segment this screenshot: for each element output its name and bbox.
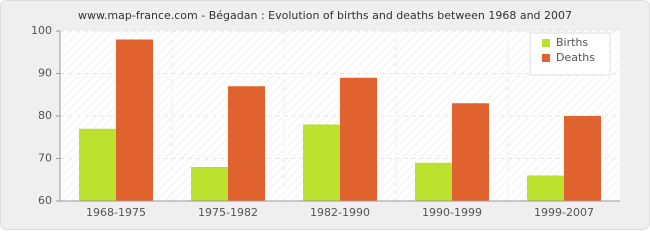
x-tick-label: 1975-1982: [198, 206, 258, 219]
x-tick-label: 1999-2007: [534, 206, 594, 219]
bar: [527, 175, 564, 201]
legend-swatch: [542, 54, 550, 62]
chart-title: www.map-france.com - Bégadan : Evolution…: [78, 9, 572, 22]
legend-label: Births: [556, 36, 588, 49]
bar: [116, 39, 153, 201]
bar: [452, 103, 489, 201]
bar: [228, 86, 265, 201]
legend-swatch: [542, 39, 550, 47]
x-tick-label: 1968-1975: [86, 206, 146, 219]
y-tick-label: 60: [38, 194, 52, 207]
y-tick-label: 80: [38, 109, 52, 122]
y-tick-label: 70: [38, 152, 52, 165]
y-tick-label: 100: [31, 24, 52, 37]
bar: [564, 116, 601, 201]
chart: www.map-france.com - Bégadan : Evolution…: [0, 0, 650, 230]
bar: [79, 128, 116, 201]
bar: [340, 77, 377, 201]
x-tick-label: 1990-1999: [422, 206, 482, 219]
x-tick-label: 1982-1990: [310, 206, 370, 219]
bar: [191, 167, 228, 201]
bar: [415, 162, 452, 201]
legend-label: Deaths: [556, 51, 595, 64]
bar: [303, 124, 340, 201]
y-tick-label: 90: [38, 67, 52, 80]
